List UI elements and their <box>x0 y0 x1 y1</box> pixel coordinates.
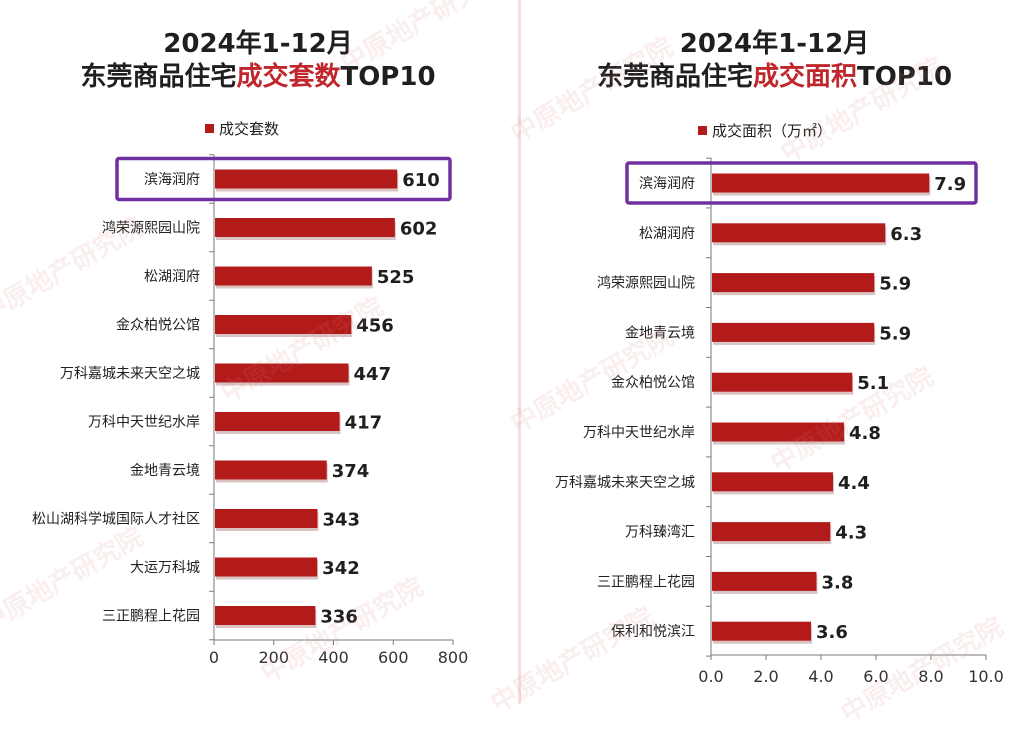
category-label: 金众柏悦公馆 <box>116 318 200 334</box>
value-label: 342 <box>322 558 360 579</box>
value-label: 4.8 <box>849 423 881 444</box>
x-tick-label: 0 <box>209 648 219 667</box>
value-label: 7.9 <box>934 174 966 195</box>
x-tick-label: 10.0 <box>968 667 1004 686</box>
category-label: 滨海润府 <box>639 176 695 192</box>
chart-title-line1: 2024年1-12月 <box>163 29 353 59</box>
chart-title-line2: 东莞商品住宅成交面积TOP10 <box>522 60 1027 94</box>
category-label: 三正鹏程上花园 <box>102 609 200 625</box>
bar <box>712 472 833 492</box>
value-label: 6.3 <box>890 224 922 245</box>
x-tick-label: 2.0 <box>753 667 778 686</box>
x-tick-label: 8.0 <box>918 667 943 686</box>
value-label: 3.6 <box>816 622 848 643</box>
value-label: 602 <box>400 219 438 240</box>
chart-legend: 成交套数 <box>205 119 279 139</box>
bar <box>215 363 349 383</box>
legend-swatch <box>698 126 707 135</box>
chart-title-highlight: 成交面积 <box>752 62 857 92</box>
category-label: 三正鹏程上花园 <box>597 574 695 590</box>
legend-swatch <box>205 124 214 133</box>
bar <box>712 223 886 243</box>
bar <box>712 621 811 641</box>
value-label: 5.1 <box>857 373 889 394</box>
category-label: 鸿荣源熙园山院 <box>102 220 200 237</box>
x-tick-label: 0.0 <box>698 667 723 686</box>
x-tick-label: 800 <box>438 648 469 667</box>
bar <box>215 315 352 334</box>
bar <box>712 173 930 193</box>
legend-label: 成交套数 <box>219 120 280 138</box>
bar <box>712 372 853 392</box>
value-label: 610 <box>402 170 440 191</box>
value-label: 525 <box>377 267 415 288</box>
bar <box>215 412 340 431</box>
bar <box>215 266 372 286</box>
value-label: 343 <box>322 510 360 531</box>
chart-title-line1: 2024年1-12月 <box>679 29 870 59</box>
bar <box>215 169 398 189</box>
bar <box>215 606 316 625</box>
bar <box>712 571 817 591</box>
bar <box>712 322 875 342</box>
rank-bar-chart-units: 0 200 400 600 800 滨海润府 610 鸿荣源熙园山院 602 松湖润府 525 金众柏… <box>32 154 469 667</box>
bar <box>215 509 318 528</box>
category-label: 大运万科城 <box>130 560 200 576</box>
highlight-box <box>115 156 452 202</box>
legend-label: 成交面积（万㎡） <box>712 122 833 140</box>
category-label: 松湖润府 <box>639 226 695 242</box>
bar <box>215 218 395 237</box>
bar <box>712 522 831 542</box>
value-label: 4.4 <box>838 473 870 494</box>
x-tick-label: 6.0 <box>863 667 888 686</box>
value-label: 3.8 <box>822 572 854 593</box>
category-label: 保利和悦滨江 <box>611 624 695 640</box>
value-label: 417 <box>345 413 383 434</box>
value-label: 4.3 <box>835 523 867 544</box>
category-label: 滨海润府 <box>144 172 200 188</box>
chart-title-prefix: 东莞商品住宅 <box>80 62 237 92</box>
category-label: 万科嘉城未来天空之城 <box>555 475 695 491</box>
bar <box>712 422 844 442</box>
panel-divider <box>518 0 521 704</box>
rank-bar-chart-area: 0.0 2.0 4.0 6.0 8.0 10.0 滨海润府 7.9 松湖润府 6.3 鸿荣源熙园山院… <box>555 157 1004 686</box>
highlight-box <box>625 161 978 205</box>
bar <box>215 557 318 577</box>
chart-title-line2: 东莞商品住宅成交套数TOP10 <box>0 60 516 94</box>
right-chart-panel: 2024年1-12月 东莞商品住宅成交面积TOP10 成交面积（万㎡） 0.0 2… <box>522 0 1027 704</box>
left-chart-panel: 2024年1-12月 东莞商品住宅成交套数TOP10 成交套数 0 200 400 6… <box>0 0 516 704</box>
bar <box>215 460 327 480</box>
category-label: 万科嘉城未来天空之城 <box>60 366 200 382</box>
value-label: 336 <box>320 607 358 628</box>
category-label: 鸿荣源熙园山院 <box>597 275 695 292</box>
value-label: 374 <box>332 461 370 482</box>
category-label: 万科臻湾汇 <box>625 524 695 541</box>
x-tick-label: 4.0 <box>808 667 833 686</box>
category-label: 万科中天世纪水岸 <box>583 425 695 441</box>
category-label: 金地青云境 <box>130 463 200 479</box>
category-label: 万科中天世纪水岸 <box>88 415 200 431</box>
value-label: 5.9 <box>879 323 911 344</box>
x-tick-label: 200 <box>258 648 289 667</box>
chart-title-suffix: TOP10 <box>856 62 953 92</box>
category-label: 松山湖科学城国际人才社区 <box>32 512 200 528</box>
x-tick-label: 400 <box>318 648 349 667</box>
category-label: 金地青云境 <box>625 325 695 341</box>
value-label: 5.9 <box>879 274 911 295</box>
chart-title-suffix: TOP10 <box>340 62 436 92</box>
value-label: 456 <box>356 316 394 337</box>
category-label: 松湖润府 <box>144 269 200 285</box>
chart-title-prefix: 东莞商品住宅 <box>596 62 753 92</box>
category-label: 金众柏悦公馆 <box>611 375 695 391</box>
chart-legend: 成交面积（万㎡） <box>698 121 832 141</box>
chart-title-highlight: 成交套数 <box>236 62 341 92</box>
x-tick-label: 600 <box>378 648 409 667</box>
bar <box>712 273 875 293</box>
value-label: 447 <box>354 364 392 385</box>
